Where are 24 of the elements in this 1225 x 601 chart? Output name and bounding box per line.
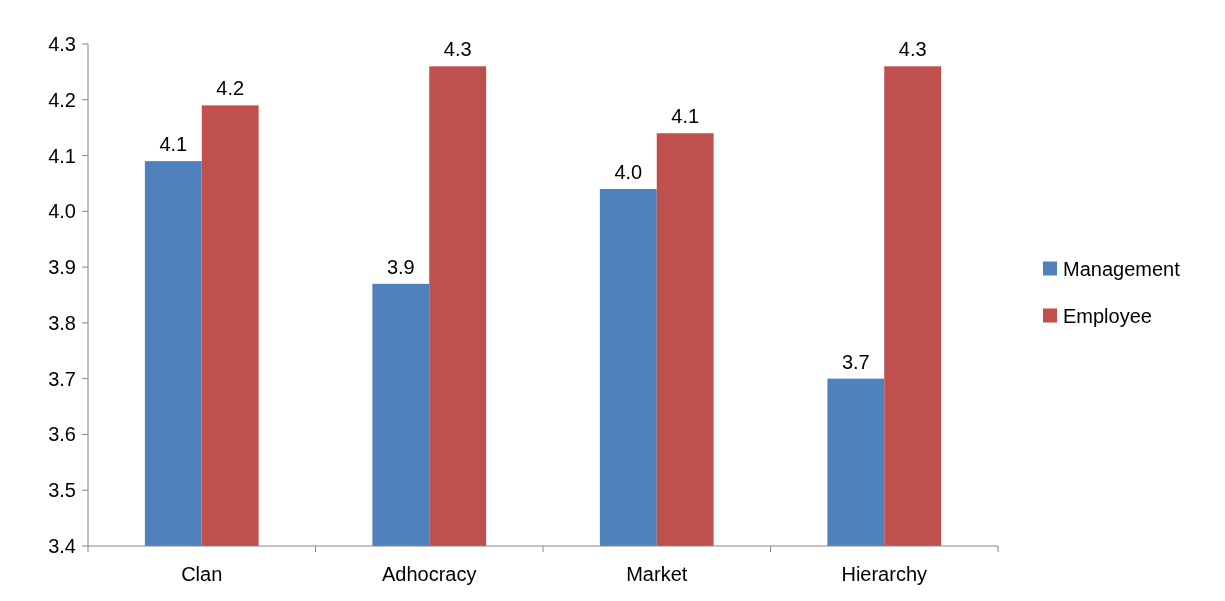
y-tick-label: 3.8 xyxy=(48,311,76,334)
data-label: 4.1 xyxy=(671,105,700,128)
x-tick-label: Hierarchy xyxy=(841,563,928,585)
data-label: 4.3 xyxy=(898,38,927,61)
x-tick-label: Clan xyxy=(181,563,223,585)
data-label: 4.0 xyxy=(614,161,643,184)
y-tick-label: 4.3 xyxy=(48,33,76,55)
legend-label: Employee xyxy=(1063,304,1152,327)
x-tick-label: Market xyxy=(626,563,688,585)
y-tick-label: 4.1 xyxy=(48,144,76,167)
y-tick-label: 3.7 xyxy=(48,367,76,390)
data-label: 4.3 xyxy=(443,38,472,61)
y-tick-label: 3.5 xyxy=(48,479,76,502)
data-label: 4.2 xyxy=(216,77,245,100)
y-tick-label: 3.6 xyxy=(48,423,76,446)
data-label: 4.1 xyxy=(159,133,188,156)
y-tick-label: 3.4 xyxy=(48,535,76,557)
y-tick-label: 4.0 xyxy=(48,200,76,223)
y-tick-label: 3.9 xyxy=(48,256,76,279)
x-tick-label: Adhocracy xyxy=(382,563,477,585)
data-label: 3.7 xyxy=(841,350,870,373)
data-label: 3.9 xyxy=(386,255,415,278)
y-tick-label: 4.2 xyxy=(48,88,76,111)
legend-label: Management xyxy=(1063,257,1181,280)
